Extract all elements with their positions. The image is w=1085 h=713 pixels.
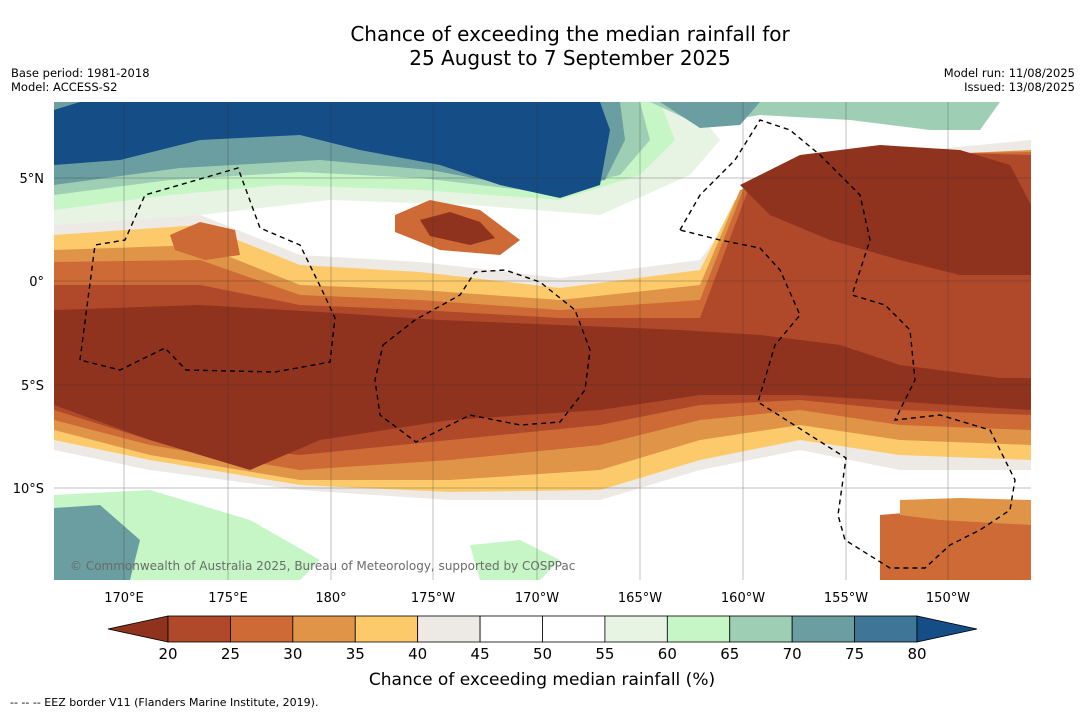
issued-date: Issued: 13/08/2025	[964, 80, 1075, 94]
lon-label-165w: 165°W	[618, 591, 662, 606]
north-wet-blue	[54, 102, 610, 198]
title-line-2: 25 August to 7 September 2025	[409, 46, 731, 70]
eez-borders	[79, 119, 1016, 569]
colorbar-title: Chance of exceeding median rainfall (%)	[369, 670, 715, 690]
colorbar-tick-label: 75	[845, 645, 864, 663]
title-line-1: Chance of exceeding the median rainfall …	[350, 22, 790, 46]
colorbar-tick-label: 30	[283, 645, 302, 663]
colorbar: 20 25 30 35 40 45 50 55 60 65 70 75 80	[107, 615, 978, 663]
colorbar-segment	[854, 615, 918, 643]
colorbar-tick-label: 25	[221, 645, 240, 663]
colorbar-segment	[791, 615, 855, 643]
dry-west-blob	[170, 222, 240, 260]
colorbar-segment	[292, 615, 356, 643]
eez-footnote: -- -- -- EEZ border V11 (Flanders Marine…	[10, 696, 319, 709]
map-field: © Commonwealth of Australia 2025, Bureau…	[54, 102, 1031, 580]
lon-label-170e: 170°E	[104, 591, 144, 606]
colorbar-segment	[230, 615, 294, 643]
colorbar-segment	[729, 615, 793, 643]
lon-label-175w: 175°W	[411, 591, 455, 606]
north-east-slate	[660, 102, 760, 128]
map-title: Chance of exceeding the median rainfall …	[0, 22, 1085, 70]
lon-label-180: 180°	[315, 591, 346, 606]
model-run: Model run: 11/08/2025	[943, 66, 1075, 80]
dry-north-east-core	[740, 145, 1031, 275]
base-period: Base period: 1981-2018	[11, 66, 150, 80]
colorbar-tick-label: 80	[907, 645, 926, 663]
lon-label-160w: 160°W	[721, 591, 765, 606]
lat-label-0: 0°	[29, 275, 44, 290]
graticule	[54, 102, 1031, 580]
dry-band-core	[54, 305, 1031, 470]
colorbar-segment	[666, 615, 731, 643]
south-east-orange	[880, 510, 1031, 580]
colorbar-segment	[479, 615, 543, 643]
lat-label-10s: 10°S	[13, 482, 44, 497]
meta-left: Base period: 1981-2018 Model: ACCESS-S2	[11, 66, 150, 94]
lon-label-175e: 175°E	[208, 591, 248, 606]
colorbar-tick-label: 45	[471, 645, 490, 663]
south-west-teal	[54, 505, 140, 580]
lat-label-5n: 5°N	[20, 172, 45, 187]
lat-label-5s: 5°S	[21, 379, 44, 394]
south-mid-green	[470, 540, 560, 580]
meta-right: Model run: 11/08/2025 Issued: 13/08/2025	[944, 66, 1075, 94]
colorbar-segment	[167, 615, 231, 643]
lon-label-150w: 150°W	[926, 591, 970, 606]
colorbar-tick-label: 20	[158, 645, 177, 663]
eez-kiribati-line	[678, 119, 1016, 569]
colorbar-tick-label: 35	[346, 645, 365, 663]
lon-label-170w: 170°W	[515, 591, 559, 606]
colorbar-tick-label: 70	[783, 645, 802, 663]
dry-north-blob-core	[420, 212, 495, 245]
colorbar-tick-label: 55	[595, 645, 614, 663]
colorbar-tick-label: 65	[720, 645, 739, 663]
lon-label-155w: 155°W	[824, 591, 868, 606]
colorbar-segment	[417, 615, 481, 643]
colorbar-tick-label: 60	[658, 645, 677, 663]
colorbar-extend-low	[107, 615, 169, 643]
colorbar-segment	[542, 615, 606, 643]
copyright-notice: © Commonwealth of Australia 2025, Bureau…	[70, 559, 575, 573]
colorbar-segment	[354, 615, 419, 643]
colorbar-extend-high	[916, 615, 978, 643]
eez-kiribati-gilbert	[79, 167, 336, 373]
colorbar-segment	[604, 615, 668, 643]
model-name: Model: ACCESS-S2	[11, 80, 118, 94]
colorbar-tick-label: 40	[408, 645, 427, 663]
colorbar-tick-label: 50	[533, 645, 552, 663]
